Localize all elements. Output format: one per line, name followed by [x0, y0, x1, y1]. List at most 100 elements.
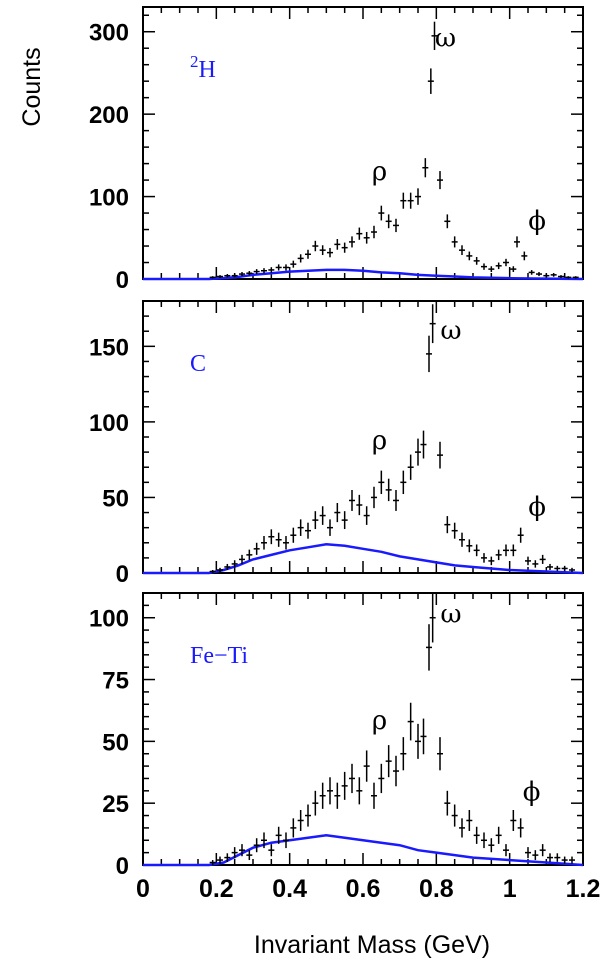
- data-point: [305, 804, 311, 827]
- data-point: [481, 263, 487, 270]
- data-point: [510, 266, 517, 272]
- data-point: [473, 257, 480, 265]
- data-point: [495, 826, 502, 844]
- data-points: [209, 21, 579, 279]
- data-point: [503, 844, 509, 857]
- data-point: [224, 563, 231, 570]
- data-point: [539, 554, 546, 564]
- data-point: [283, 536, 289, 550]
- data-point: [356, 494, 363, 516]
- panel-1: 0 100 200 300 ρ ω ϕ 2H Counts: [18, 6, 584, 294]
- data-point: [510, 810, 517, 831]
- data-point: [341, 242, 348, 253]
- data-point: [305, 249, 311, 259]
- data-point: [378, 763, 385, 794]
- y-tick-label: 100: [89, 410, 129, 437]
- data-point: [525, 847, 531, 859]
- data-point: [239, 272, 245, 277]
- x-tick-label: 0.2: [199, 875, 234, 903]
- data-point: [420, 430, 427, 459]
- data-point: [400, 192, 407, 209]
- data-point: [528, 270, 535, 275]
- data-point: [437, 441, 443, 469]
- y-tick-label: 75: [102, 668, 129, 695]
- peak-label: ϕ: [528, 207, 546, 237]
- data-point: [437, 737, 443, 771]
- data-point: [473, 826, 480, 844]
- data-point: [400, 470, 407, 495]
- data-point: [451, 804, 458, 827]
- peak-label: ρ: [372, 426, 387, 456]
- data-point: [297, 519, 304, 536]
- data-point: [481, 553, 487, 563]
- data-point: [363, 750, 370, 782]
- data-point: [283, 832, 289, 849]
- data-point: [246, 850, 253, 861]
- data-point: [297, 254, 304, 263]
- data-point: [420, 718, 427, 755]
- data-point: [341, 771, 348, 800]
- data-point: [451, 236, 458, 248]
- data-point: [371, 782, 377, 809]
- peak-label: ρ: [372, 706, 387, 736]
- data-point: [459, 245, 465, 256]
- data-point: [327, 247, 333, 258]
- data-point: [393, 755, 399, 787]
- data-point: [261, 832, 267, 849]
- panel-frame: [142, 300, 584, 574]
- data-point: [422, 158, 429, 178]
- peak-label: ω: [440, 600, 461, 630]
- y-tick-label: 200: [89, 102, 129, 129]
- data-point: [268, 529, 275, 545]
- data-point: [253, 269, 260, 275]
- data-point: [459, 818, 465, 838]
- x-tick-label: 1.2: [566, 875, 601, 903]
- data-point: [297, 810, 304, 831]
- data-point: [466, 810, 473, 831]
- data-point: [481, 832, 487, 849]
- data-point: [565, 276, 572, 279]
- data-point: [488, 838, 495, 853]
- data-point: [261, 536, 267, 550]
- y-tick-label: 0: [116, 853, 129, 880]
- data-point: [385, 745, 392, 778]
- data-point: [224, 274, 231, 278]
- data-point: [363, 506, 370, 525]
- x-tick-label: 0.4: [272, 875, 307, 903]
- data-point: [532, 560, 539, 568]
- y-tick-label: 100: [89, 185, 129, 212]
- data-point: [426, 335, 432, 373]
- peak-label: ω: [440, 316, 461, 346]
- data-point: [231, 274, 238, 278]
- data-points: [209, 304, 575, 573]
- data-point: [385, 214, 392, 229]
- data-point: [561, 565, 568, 572]
- data-point: [253, 542, 260, 555]
- panel-frame: [142, 592, 584, 866]
- background-curve: [143, 834, 584, 867]
- data-point: [327, 777, 333, 805]
- data-point: [261, 268, 267, 274]
- x-tick-label: 1: [503, 875, 517, 903]
- data-point: [239, 844, 245, 857]
- data-point: [378, 470, 385, 495]
- data-point: [253, 838, 260, 853]
- data-point: [488, 266, 495, 272]
- y-tick-label: 300: [89, 20, 129, 47]
- data-point: [341, 511, 348, 530]
- data-point: [334, 782, 341, 809]
- panel-3: 0 25 50 75 100 ρ ω ϕ Fe−Ti 0 0.2 0.4 0.6 0.8 1 1.2 Invar…: [89, 592, 601, 959]
- data-point: [356, 777, 363, 805]
- data-point: [554, 853, 561, 862]
- data-points: [209, 593, 575, 865]
- data-point: [349, 236, 355, 248]
- x-tick-label: 0: [136, 875, 150, 903]
- data-point: [547, 563, 553, 570]
- data-point: [217, 856, 223, 864]
- data-point: [319, 245, 326, 256]
- data-point: [385, 478, 392, 502]
- data-point: [246, 271, 253, 276]
- data-point: [466, 539, 473, 553]
- data-point: [290, 260, 297, 268]
- data-point: [290, 818, 297, 838]
